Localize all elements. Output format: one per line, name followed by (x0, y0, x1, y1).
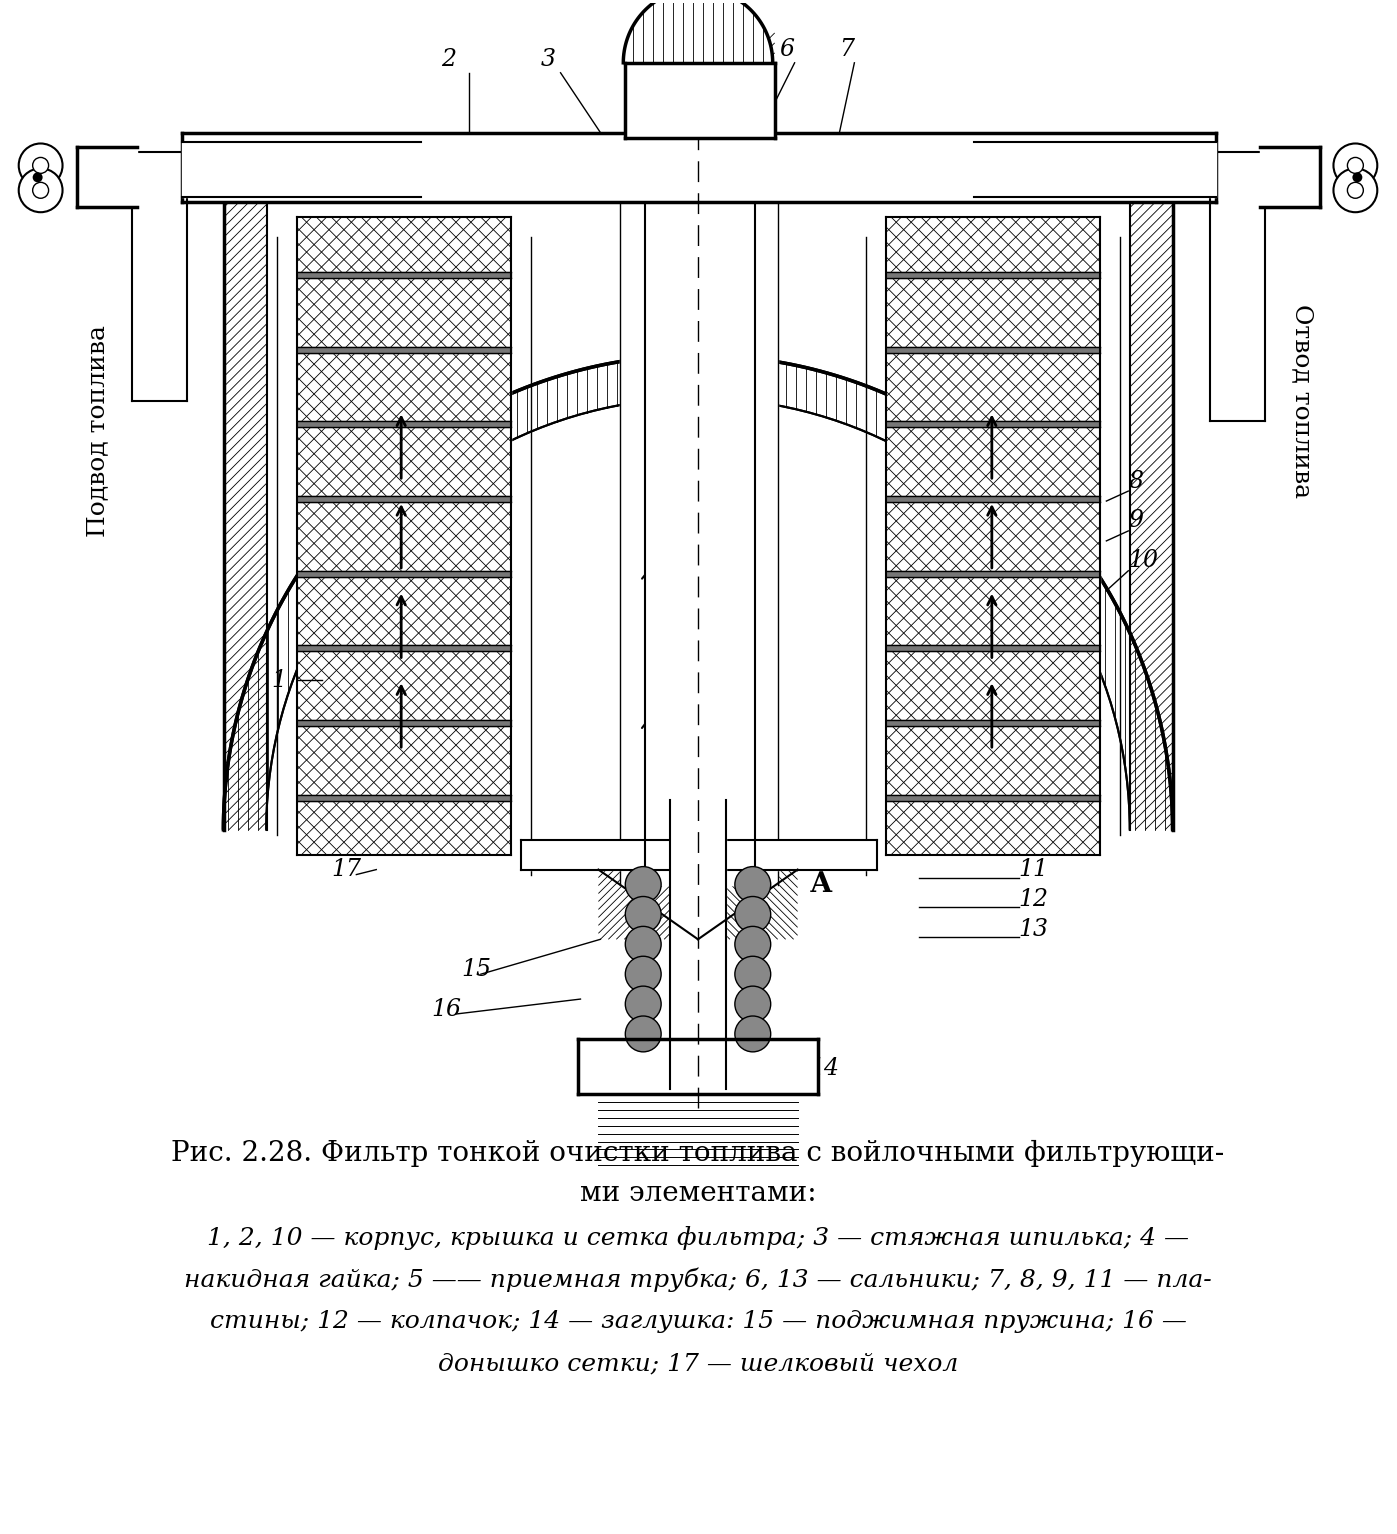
Text: 15: 15 (461, 957, 490, 980)
Circle shape (1352, 172, 1362, 183)
Circle shape (1334, 144, 1377, 187)
Text: 5: 5 (719, 38, 735, 61)
Circle shape (32, 172, 43, 183)
Text: 11: 11 (1018, 858, 1049, 881)
Circle shape (626, 927, 661, 962)
Circle shape (18, 169, 63, 212)
Circle shape (18, 144, 63, 187)
Text: ми элементами:: ми элементами: (580, 1180, 816, 1207)
Text: Подвод топлива: Подвод топлива (85, 325, 109, 537)
Circle shape (1348, 183, 1363, 198)
Text: 3: 3 (541, 49, 556, 71)
Polygon shape (623, 0, 773, 63)
Text: 1, 2, 10 — корпус, крышка и сетка фильтра; 3 — стяжная шпилька; 4 —: 1, 2, 10 — корпус, крышка и сетка фильтр… (207, 1226, 1189, 1250)
Circle shape (1348, 158, 1363, 173)
Text: Отвод топлива: Отвод топлива (1291, 304, 1315, 499)
Circle shape (1334, 169, 1377, 212)
Text: 8: 8 (1129, 469, 1143, 492)
Text: 9: 9 (1129, 509, 1143, 532)
Circle shape (32, 158, 49, 173)
Text: 6: 6 (780, 38, 795, 61)
Text: 10: 10 (1129, 549, 1158, 572)
Text: 14: 14 (809, 1057, 840, 1080)
Circle shape (735, 986, 771, 1022)
Text: 16: 16 (432, 997, 461, 1020)
Text: донышко сетки; 17 — шелковый чехол: донышко сетки; 17 — шелковый чехол (437, 1351, 958, 1374)
Circle shape (626, 986, 661, 1022)
Text: стины; 12 — колпачок; 14 — заглушка: 15 — поджимная пружина; 16 —: стины; 12 — колпачок; 14 — заглушка: 15 … (210, 1310, 1186, 1333)
Circle shape (735, 1016, 771, 1052)
Circle shape (735, 956, 771, 992)
Circle shape (626, 1016, 661, 1052)
Text: 4: 4 (661, 38, 675, 61)
Circle shape (735, 867, 771, 902)
Text: 13: 13 (1018, 917, 1049, 940)
Circle shape (735, 927, 771, 962)
Text: 7: 7 (840, 38, 855, 61)
Circle shape (626, 956, 661, 992)
Circle shape (626, 896, 661, 933)
Polygon shape (224, 356, 1172, 830)
Text: 1: 1 (271, 669, 286, 692)
Text: А: А (809, 870, 833, 897)
Text: 17: 17 (331, 858, 362, 881)
Text: Рис. 2.28. Фильтр тонкой очистки топлива с войлочными фильтрующи-: Рис. 2.28. Фильтр тонкой очистки топлива… (172, 1140, 1225, 1167)
Circle shape (735, 896, 771, 933)
Text: 2: 2 (441, 49, 455, 71)
Circle shape (32, 183, 49, 198)
Text: накидная гайка; 5 —— приемная трубка; 6, 13 — сальники; 7, 8, 9, 11 — пла-: накидная гайка; 5 —— приемная трубка; 6,… (184, 1267, 1211, 1292)
Circle shape (626, 867, 661, 902)
Text: 12: 12 (1018, 888, 1049, 911)
